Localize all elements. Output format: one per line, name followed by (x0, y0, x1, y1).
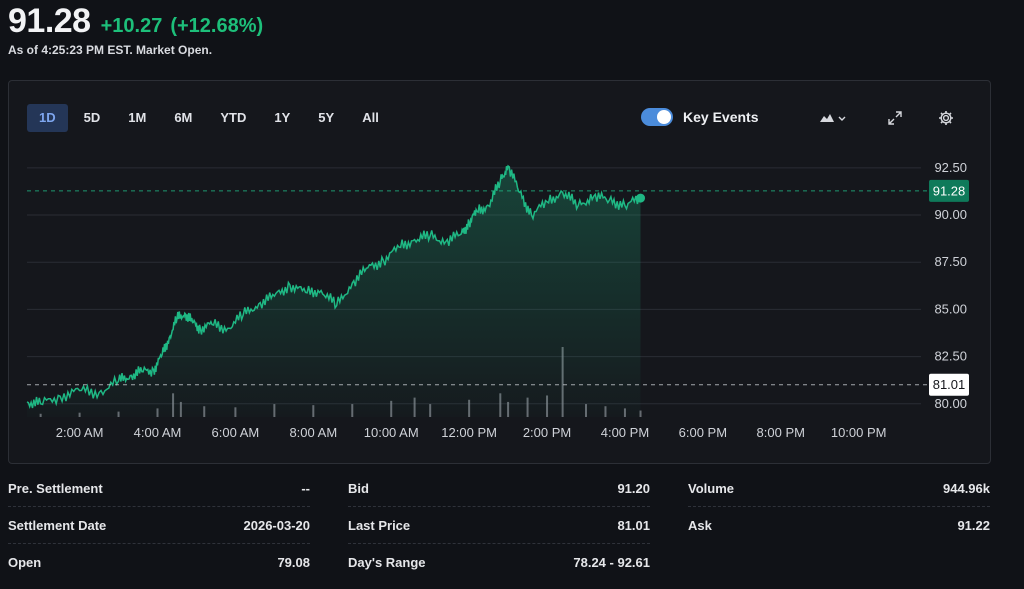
range-button-all[interactable]: All (362, 110, 379, 125)
last-price-dot (636, 193, 646, 203)
range-selector: 1D 5D 1M 6M YTD 1Y 5Y All (27, 104, 395, 132)
x-tick-label: 10:00 AM (364, 425, 419, 440)
stat-value: 2026-03-20 (243, 517, 311, 533)
as-of-timestamp: As of 4:25:23 PM EST. Market Open. (8, 43, 213, 57)
range-button-1d[interactable]: 1D (27, 104, 68, 132)
range-button-6m[interactable]: 6M (174, 110, 193, 125)
y-tick-label: 87.50 (934, 254, 967, 269)
x-tick-label: 12:00 PM (441, 425, 497, 440)
last-price-badge (929, 179, 969, 202)
mountain-chart-icon (820, 114, 846, 122)
y-tick-label: 80.00 (934, 396, 967, 411)
last-price: 91.28 (8, 2, 91, 40)
chart-panel: 1D 5D 1M 6M YTD 1Y 5Y All Key Events 92.50 90.00… (8, 80, 991, 464)
x-tick-label: 6:00 PM (679, 425, 727, 440)
expand-button[interactable] (883, 107, 907, 129)
y-tick-label: 85.00 (934, 301, 967, 316)
chart-type-selector[interactable] (817, 107, 851, 129)
stat-value: 944.96k (943, 480, 990, 496)
stat-row: Pre. Settlement -- (8, 470, 310, 507)
y-tick-label: 90.00 (934, 207, 967, 222)
key-events-label: Key Events (683, 109, 759, 125)
gear-icon (939, 111, 953, 125)
stat-value: 78.24 - 92.61 (573, 555, 650, 570)
x-tick-label: 4:00 AM (134, 425, 182, 440)
stat-label: Last Price (348, 517, 411, 533)
x-tick-label: 4:00 PM (601, 425, 649, 440)
stat-label: Pre. Settlement (8, 480, 103, 496)
x-tick-label: 2:00 PM (523, 425, 571, 440)
stat-value: 79.08 (277, 555, 310, 570)
stat-value: 91.20 (617, 480, 650, 496)
y-tick-label: 82.50 (934, 349, 967, 364)
x-tick-label: 6:00 AM (212, 425, 260, 440)
stat-label: Volume (688, 480, 734, 496)
stats-column: Bid 91.20 Last Price 81.01 Day's Range 78.24 … (348, 470, 650, 581)
x-tick-label: 2:00 AM (56, 425, 104, 440)
stat-label: Settlement Date (8, 517, 107, 533)
stat-row: Open 79.08 (8, 544, 310, 581)
last-price-badge-label: 91.28 (933, 183, 966, 198)
range-button-5d[interactable]: 5D (83, 110, 101, 125)
price-change: +10.27 (100, 15, 163, 37)
reference-price-badge-label: 81.01 (933, 377, 966, 392)
stat-label: Ask (688, 518, 712, 533)
stat-value: -- (301, 480, 310, 496)
stat-value: 91.22 (957, 518, 990, 533)
stats-column: Volume 944.96k Ask 91.22 (688, 470, 990, 544)
price-chart[interactable]: 92.50 90.00 87.50 85.00 82.50 80.00 2:00 AM 4:0… (9, 81, 990, 463)
stat-label: Day's Range (348, 555, 426, 570)
stat-label: Open (8, 555, 42, 570)
key-events-toggle-group: Key Events (641, 108, 758, 126)
expand-icon (888, 111, 902, 125)
range-button-1y[interactable]: 1Y (274, 110, 291, 125)
quote-header: 91.28 +10.27 (+12.68%) (8, 2, 263, 41)
stat-row: Last Price 81.01 (348, 507, 650, 544)
price-line (26, 164, 642, 410)
price-change-percent: (+12.68%) (170, 15, 264, 37)
range-button-1m[interactable]: 1M (128, 110, 147, 125)
stat-row: Day's Range 78.24 - 92.61 (348, 544, 650, 581)
stat-row: Settlement Date 2026-03-20 (8, 507, 310, 544)
price-area (27, 166, 641, 417)
stat-row: Bid 91.20 (348, 470, 650, 507)
y-tick-label: 92.50 (934, 160, 967, 175)
stat-label: Bid (348, 480, 369, 496)
key-events-toggle[interactable] (641, 108, 673, 126)
stat-value: 81.01 (617, 517, 650, 533)
volume-bar (639, 410, 642, 417)
range-button-ytd[interactable]: YTD (220, 110, 247, 125)
stat-row: Volume 944.96k (688, 470, 990, 507)
stats-column: Pre. Settlement -- Settlement Date 2026-03-… (8, 470, 310, 581)
range-button-5y[interactable]: 5Y (318, 110, 335, 125)
x-tick-label: 10:00 PM (831, 425, 887, 440)
x-tick-label: 8:00 AM (289, 425, 337, 440)
settings-button[interactable] (934, 107, 958, 129)
stat-row: Ask 91.22 (688, 507, 990, 544)
x-tick-label: 8:00 PM (757, 425, 805, 440)
reference-price-badge (929, 373, 969, 396)
